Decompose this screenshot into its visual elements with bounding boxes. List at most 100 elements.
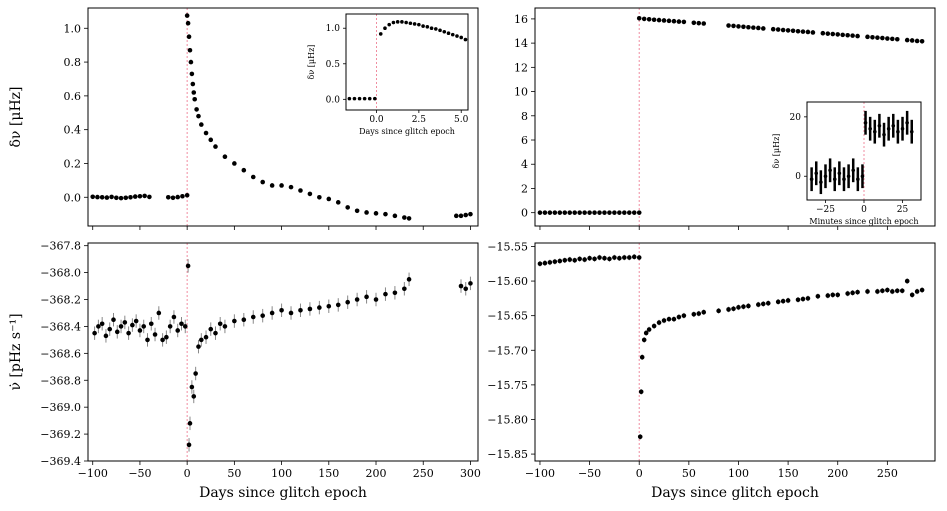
inset-data-point [856, 177, 860, 182]
data-point [562, 258, 568, 263]
data-point [825, 31, 831, 36]
inset-data-point [383, 26, 387, 31]
data-point [222, 154, 228, 160]
y-tick-label: 0.0 [64, 191, 82, 204]
data-point [637, 434, 643, 440]
inset-data-point [851, 168, 856, 173]
inset-data-point [421, 24, 425, 28]
data-point [160, 337, 165, 343]
data-point [800, 29, 806, 34]
data-point [317, 305, 322, 310]
x-tick-label: 25 [897, 205, 909, 215]
x-tick-label: 2.5 [412, 115, 427, 125]
data-point [164, 334, 169, 340]
data-point [194, 107, 199, 112]
data-point [870, 35, 875, 40]
data-point [701, 309, 707, 315]
data-point [186, 442, 192, 448]
x-tick-label: 50 [227, 467, 241, 480]
data-point [137, 193, 143, 199]
inset-data-point [809, 177, 814, 182]
series-pre-glitch [90, 192, 190, 201]
data-point [850, 33, 855, 38]
x-tick-label: 0 [636, 467, 643, 480]
data-point [145, 337, 150, 343]
data-point [99, 321, 105, 327]
inset-data-point [819, 180, 823, 184]
data-point [171, 314, 177, 320]
data-point [919, 287, 925, 293]
data-point [99, 194, 105, 200]
inset-data-point [868, 126, 872, 131]
data-point [208, 137, 214, 143]
data-point [626, 210, 632, 215]
inset-data-point [442, 29, 447, 34]
inset-data-point [387, 22, 392, 27]
inset-data-point [891, 123, 896, 128]
y-tick-label: 0 [795, 172, 801, 182]
data-point [736, 305, 741, 310]
data-point [736, 24, 741, 29]
y-tick-label: 12 [514, 61, 528, 74]
data-point [914, 38, 920, 44]
y-tick-label: −368.8 [40, 374, 81, 387]
data-point [656, 320, 662, 325]
data-point [597, 210, 602, 215]
data-point [795, 297, 801, 303]
data-point [137, 328, 143, 333]
data-point [468, 211, 473, 217]
data-point [572, 210, 578, 215]
data-point [406, 216, 412, 221]
data-point [250, 174, 256, 180]
data-point [726, 23, 731, 28]
data-point [123, 195, 129, 201]
data-point [835, 292, 841, 298]
x-tick-label: 100 [728, 467, 749, 480]
data-point [790, 28, 796, 34]
inset-data-point [905, 120, 909, 125]
axes-frame [87, 242, 479, 462]
data-point [567, 257, 573, 262]
series-post-glitch [636, 15, 925, 44]
data-point [463, 286, 469, 292]
y-tick-label: −367.8 [40, 240, 81, 253]
data-point [875, 35, 880, 40]
inset-data-point [882, 132, 886, 137]
axes-frame [534, 7, 936, 227]
y-tick-label: 14 [514, 37, 528, 50]
axes-frame [534, 242, 936, 462]
data-point [800, 296, 806, 302]
inset-data-point [459, 35, 464, 40]
series-pre-glitch [92, 306, 188, 347]
data-point [636, 255, 642, 260]
data-point [402, 286, 407, 292]
y-tick-label: 1.0 [64, 22, 82, 35]
x-tick-label: 0 [184, 467, 191, 480]
y-tick-label: 0.2 [64, 157, 82, 170]
inset-data-point [872, 129, 877, 134]
data-point [196, 344, 201, 349]
data-point [731, 306, 736, 312]
data-point [845, 32, 850, 38]
data-point [643, 330, 649, 336]
panel-glitch_nudot: −100 −50 0 50 100 150 200 250 300 −369.4 −369.2 −36… [8, 240, 481, 501]
inset-data-point [814, 171, 819, 176]
inset-x-axis-label: Days since glitch epoch [359, 127, 455, 136]
data-point [190, 81, 196, 87]
inset-undefined: 0.0 2.5 5.0 0.0 0.5 1.0 Days since glitch epoc… [307, 13, 469, 136]
data-point [191, 90, 197, 95]
data-point [122, 320, 128, 325]
data-point [126, 330, 131, 336]
data-point [741, 24, 746, 30]
data-point [909, 292, 915, 298]
data-point [597, 255, 602, 260]
data-point [373, 297, 379, 302]
series-pre-glitch [537, 254, 642, 267]
inset-data-point [378, 32, 383, 36]
data-point [185, 20, 191, 26]
data-point [557, 258, 563, 264]
data-point [691, 311, 697, 317]
data-point [899, 288, 905, 294]
data-point [152, 332, 158, 337]
data-point [537, 261, 543, 267]
